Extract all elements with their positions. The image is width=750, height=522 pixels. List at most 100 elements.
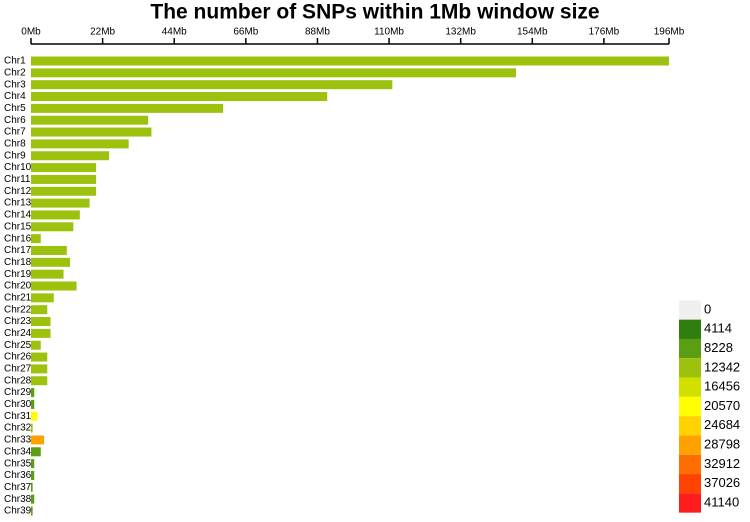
bar [31, 494, 35, 504]
bar [31, 92, 328, 102]
bar [31, 127, 152, 137]
bar [31, 352, 48, 362]
legend-swatch [679, 493, 701, 513]
y-tick-label: Chr29 [4, 387, 32, 398]
legend-label: 37026 [704, 475, 740, 490]
y-tick-label: Chr3 [4, 79, 26, 90]
y-tick-label: Chr14 [4, 210, 32, 221]
bar [31, 435, 45, 445]
legend-swatch [679, 358, 701, 378]
bar [31, 174, 97, 184]
bar [31, 269, 64, 279]
y-tick-label: Chr10 [4, 162, 32, 173]
bar [31, 447, 41, 457]
legend-swatch [679, 300, 701, 320]
y-tick-label: Chr7 [4, 127, 26, 138]
legend-label: 41140 [704, 494, 739, 509]
bar [31, 388, 35, 398]
legend-swatch [679, 416, 701, 436]
bar [31, 364, 48, 374]
bar [31, 281, 77, 291]
y-tick-label: Chr32 [4, 423, 32, 434]
legend-swatch [679, 454, 701, 475]
y-tick-label: Chr27 [4, 364, 32, 375]
y-tick-label: Chr38 [4, 494, 32, 505]
y-tick-label: Chr34 [4, 446, 32, 457]
legend-swatch [679, 396, 701, 417]
y-tick-label: Chr22 [4, 304, 32, 315]
bar [31, 293, 54, 303]
legend-label: 24684 [704, 417, 740, 432]
bar [31, 68, 517, 78]
legend-label: 0 [704, 301, 711, 316]
bar [31, 80, 393, 90]
y-tick-label: Chr5 [4, 103, 26, 114]
bar [31, 257, 71, 267]
bar [31, 459, 35, 469]
legend-label: 8228 [704, 340, 733, 355]
y-tick-label: Chr36 [4, 470, 32, 481]
legend-label: 16456 [704, 379, 740, 394]
x-tick-label: 22Mb [90, 27, 115, 38]
x-tick-label: 196Mb [654, 27, 685, 38]
y-tick-label: Chr13 [4, 198, 32, 209]
bar [31, 222, 74, 232]
y-tick-label: Chr23 [4, 316, 32, 327]
y-tick-label: Chr37 [4, 482, 32, 493]
legend-swatch [679, 435, 701, 455]
y-tick-label: Chr6 [4, 115, 26, 126]
legend-label: 28798 [704, 437, 740, 452]
bar [31, 198, 90, 208]
y-tick-label: Chr17 [4, 245, 32, 256]
bar [31, 411, 38, 421]
bar [31, 151, 110, 161]
y-tick-label: Chr26 [4, 352, 32, 363]
y-tick-label: Chr39 [4, 506, 32, 517]
legend-swatch [679, 377, 701, 397]
y-tick-label: Chr9 [4, 150, 26, 161]
y-tick-label: Chr33 [4, 435, 32, 446]
y-tick-label: Chr19 [4, 269, 32, 280]
y-tick-label: Chr31 [4, 411, 32, 422]
x-tick-label: 176Mb [589, 27, 620, 38]
y-tick-label: Chr8 [4, 139, 26, 150]
legend-swatch [679, 319, 701, 339]
x-tick-label: 88Mb [305, 27, 330, 38]
y-tick-label: Chr30 [4, 399, 32, 410]
bar [31, 482, 33, 492]
y-tick-label: Chr16 [4, 233, 32, 244]
bar [31, 115, 149, 125]
bar [31, 186, 97, 196]
x-tick-label: 44Mb [162, 27, 187, 38]
y-tick-label: Chr12 [4, 186, 32, 197]
bar [31, 245, 67, 255]
bar [31, 328, 51, 338]
x-tick-label: 132Mb [445, 27, 476, 38]
bar [31, 340, 41, 350]
y-tick-label: Chr18 [4, 257, 32, 268]
bar [31, 399, 35, 409]
legend-label: 12342 [704, 359, 740, 374]
y-tick-label: Chr25 [4, 340, 32, 351]
legend-label: 4114 [704, 321, 732, 336]
x-tick-label: 154Mb [517, 27, 548, 38]
legend-label: 20570 [704, 398, 740, 413]
bar [31, 103, 224, 113]
legend-swatch [679, 338, 701, 359]
bar [31, 234, 41, 244]
bar [31, 56, 669, 66]
bar [31, 163, 97, 173]
x-tick-label: 66Mb [233, 27, 258, 38]
x-tick-label: 0Mb [21, 27, 41, 38]
bar [31, 305, 48, 315]
bar [31, 470, 35, 480]
bar [31, 210, 80, 220]
y-tick-label: Chr2 [4, 67, 26, 78]
bar [31, 423, 33, 433]
y-tick-label: Chr28 [4, 375, 32, 386]
y-tick-label: Chr24 [4, 328, 32, 339]
bar [31, 506, 33, 516]
x-tick-label: 110Mb [374, 27, 404, 38]
y-tick-label: Chr21 [4, 292, 32, 303]
